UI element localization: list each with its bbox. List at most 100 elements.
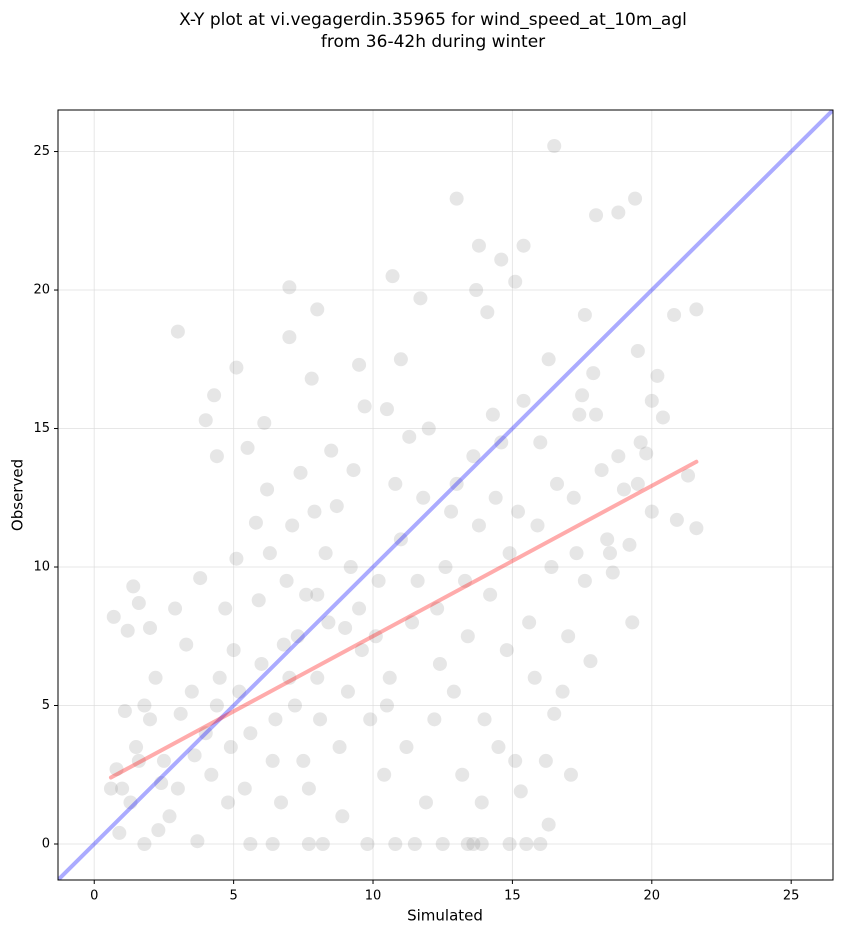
point: [488, 490, 503, 505]
point: [561, 629, 576, 644]
point: [405, 615, 420, 630]
point: [162, 809, 177, 824]
point: [120, 623, 135, 638]
point: [466, 449, 481, 464]
point: [689, 521, 704, 536]
point: [129, 740, 144, 755]
point: [142, 620, 157, 635]
point: [471, 518, 486, 533]
point: [622, 537, 637, 552]
point: [418, 795, 433, 810]
chart-title: from 36-42h during winter: [321, 32, 545, 52]
point: [156, 753, 171, 768]
point: [251, 593, 266, 608]
point: [393, 532, 408, 547]
point: [388, 476, 403, 491]
point: [237, 781, 252, 796]
x-tick-label: 5: [229, 889, 237, 904]
x-tick-label: 0: [90, 889, 98, 904]
point: [399, 740, 414, 755]
point: [301, 836, 316, 851]
point: [485, 407, 500, 422]
point: [589, 407, 604, 422]
point: [444, 504, 459, 519]
point: [602, 546, 617, 561]
point: [533, 836, 548, 851]
point: [335, 809, 350, 824]
point: [274, 795, 289, 810]
point: [170, 781, 185, 796]
point: [449, 476, 464, 491]
point: [483, 587, 498, 602]
point: [650, 368, 665, 383]
point: [594, 463, 609, 478]
point: [544, 560, 559, 575]
point: [633, 435, 648, 450]
point: [198, 726, 213, 741]
point: [430, 601, 445, 616]
point: [510, 504, 525, 519]
fit-line: [108, 459, 699, 780]
point: [187, 748, 202, 763]
point: [287, 698, 302, 713]
point: [221, 795, 236, 810]
point: [131, 753, 146, 768]
point: [304, 371, 319, 386]
point: [474, 836, 489, 851]
point: [265, 753, 280, 768]
point: [282, 280, 297, 295]
point: [352, 601, 367, 616]
point: [329, 499, 344, 514]
point: [655, 410, 670, 425]
point: [282, 330, 297, 345]
point: [530, 518, 545, 533]
point: [377, 767, 392, 782]
point: [142, 712, 157, 727]
point: [262, 546, 277, 561]
point: [126, 579, 141, 594]
point: [184, 684, 199, 699]
point: [388, 836, 403, 851]
point: [313, 712, 328, 727]
point: [198, 413, 213, 428]
point: [547, 139, 562, 154]
point: [460, 629, 475, 644]
point: [193, 571, 208, 586]
point: [644, 393, 659, 408]
point: [611, 449, 626, 464]
point: [137, 698, 152, 713]
point: [446, 684, 461, 699]
point: [494, 435, 509, 450]
x-axis-label: Simulated: [407, 907, 483, 925]
point: [315, 836, 330, 851]
point: [352, 357, 367, 372]
point: [260, 482, 275, 497]
point: [575, 388, 590, 403]
point: [407, 836, 422, 851]
point: [382, 670, 397, 685]
point: [293, 465, 308, 480]
point: [513, 784, 528, 799]
point: [566, 490, 581, 505]
point: [455, 767, 470, 782]
point: [393, 352, 408, 367]
point: [148, 670, 163, 685]
point: [332, 740, 347, 755]
point: [474, 795, 489, 810]
point: [516, 238, 531, 253]
point: [243, 836, 258, 851]
point: [310, 670, 325, 685]
point: [207, 388, 222, 403]
point: [477, 712, 492, 727]
point: [583, 654, 598, 669]
point: [226, 643, 241, 658]
point: [533, 435, 548, 450]
point: [611, 205, 626, 220]
y-tick-label: 20: [33, 283, 50, 298]
point: [229, 551, 244, 566]
point: [438, 560, 453, 575]
point: [589, 208, 604, 223]
point: [385, 269, 400, 284]
point: [466, 836, 481, 851]
